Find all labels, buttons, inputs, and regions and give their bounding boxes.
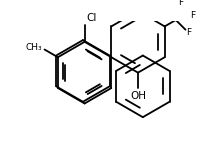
Text: OH: OH xyxy=(130,91,146,101)
Text: F: F xyxy=(178,0,183,7)
Text: Cl: Cl xyxy=(86,13,97,23)
Text: CH₃: CH₃ xyxy=(25,43,42,52)
Text: F: F xyxy=(191,11,196,20)
Text: F: F xyxy=(186,28,191,37)
